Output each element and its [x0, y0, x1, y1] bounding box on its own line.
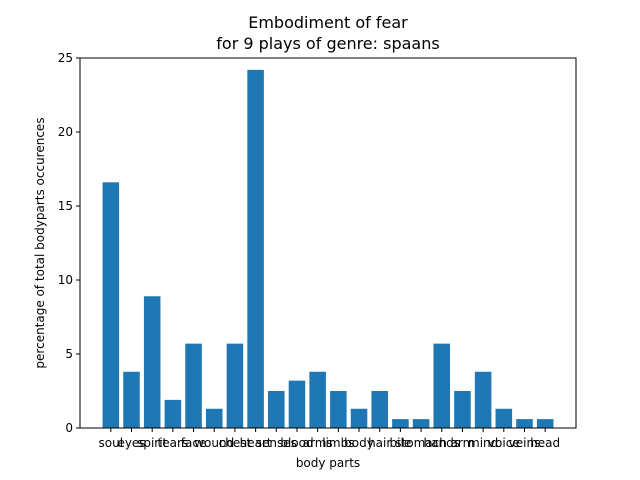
- x-tick-label: hair: [368, 436, 391, 450]
- x-tick-label: heart: [240, 436, 272, 450]
- x-tick-label: bile: [390, 436, 412, 450]
- y-tick-label: 25: [58, 51, 73, 65]
- y-tick-label: 0: [65, 421, 73, 435]
- y-tick-label: 15: [58, 199, 73, 213]
- bar-blood: [288, 380, 306, 428]
- x-tick-label: senses: [256, 436, 297, 450]
- bar-arm: [454, 391, 471, 428]
- bar-voice: [495, 408, 513, 428]
- bar-limbs: [330, 391, 347, 428]
- x-tick-label: blood: [280, 436, 313, 450]
- y-tick-label: 10: [58, 273, 73, 287]
- bar-soul: [102, 182, 120, 428]
- x-tick-label: hands: [424, 436, 460, 450]
- bar-stomach: [412, 419, 430, 428]
- y-axis-label: percentage of total bodyparts occurences: [33, 117, 47, 368]
- x-tick-label: eyes: [117, 436, 145, 450]
- x-tick-label: face: [181, 436, 207, 450]
- bar-bile: [392, 419, 409, 428]
- x-tick-label: body: [344, 436, 374, 450]
- bar-wound: [205, 408, 223, 428]
- x-ticks-group: souleyesspirittearsfacewoundchestheartse…: [99, 428, 560, 450]
- x-tick-label: spirit: [137, 436, 167, 450]
- chart-title-line1: Embodiment of fear: [248, 13, 408, 32]
- bar-hands: [433, 343, 451, 428]
- x-tick-label: soul: [99, 436, 124, 450]
- x-tick-label: arms: [303, 436, 333, 450]
- bars-group: [102, 69, 554, 428]
- y-tick-label: 5: [65, 347, 73, 361]
- bar-body: [350, 408, 368, 428]
- bar-arms: [309, 371, 326, 428]
- x-tick-label: veins: [509, 436, 541, 450]
- bar-veins: [516, 419, 533, 428]
- bar-mind: [474, 371, 492, 428]
- bar-face: [185, 343, 202, 428]
- bar-heart: [247, 69, 264, 428]
- plot-frame: [79, 57, 577, 429]
- x-tick-label: head: [530, 436, 560, 450]
- x-tick-label: chest: [219, 436, 252, 450]
- bar-senses: [268, 391, 285, 428]
- bar-hair: [371, 391, 388, 428]
- bar-chest: [226, 343, 244, 428]
- x-tick-label: arm: [451, 436, 475, 450]
- x-axis-label: body parts: [296, 456, 360, 470]
- x-tick-label: tears: [158, 436, 189, 450]
- x-tick-label: mind: [468, 436, 498, 450]
- bar-head: [536, 419, 554, 428]
- y-ticks-group: 0 5 10 15 20 25: [58, 51, 80, 435]
- x-tick-label: limbs: [322, 436, 354, 450]
- x-tick-label: stomach: [395, 436, 447, 450]
- bar-spirit: [143, 296, 161, 428]
- chart-title-line2: for 9 plays of genre: spaans: [216, 34, 439, 53]
- y-tick-label: 20: [58, 125, 73, 139]
- x-tick-label: voice: [488, 436, 520, 450]
- x-tick-label: wound: [194, 436, 234, 450]
- bar-eyes: [123, 371, 140, 428]
- bar-tears: [164, 399, 182, 428]
